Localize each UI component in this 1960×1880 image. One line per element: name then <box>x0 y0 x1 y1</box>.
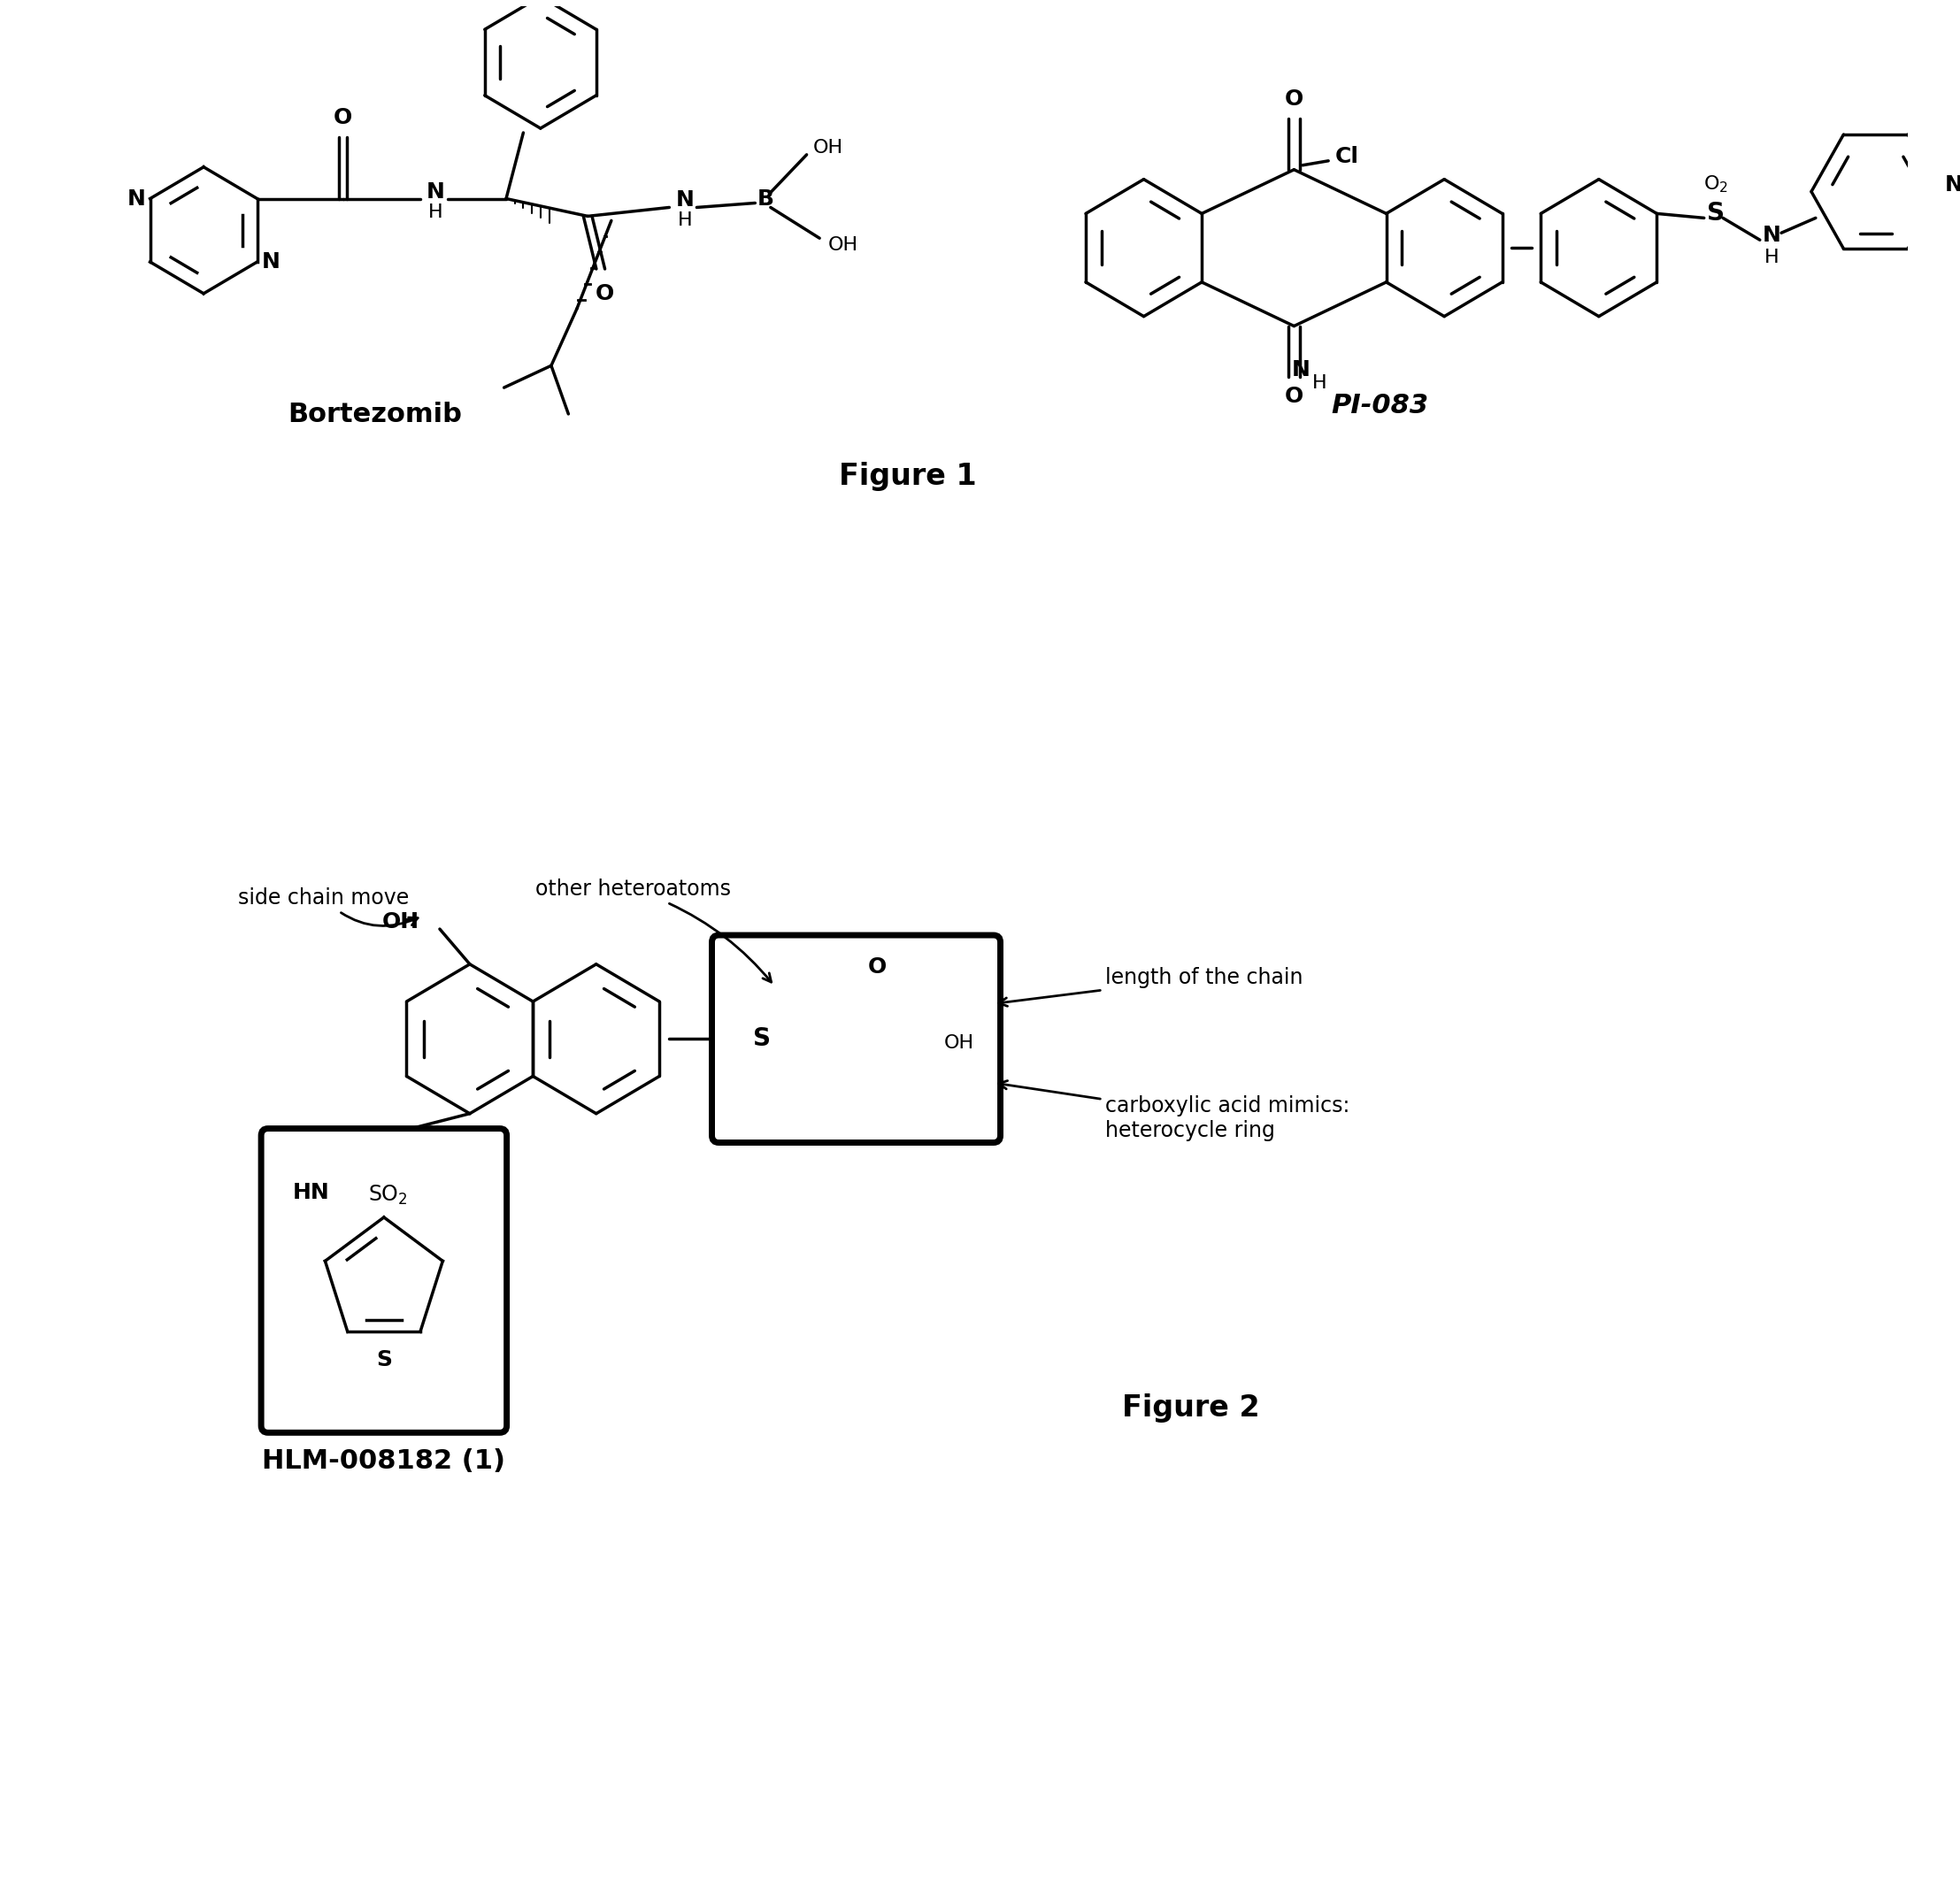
Text: H: H <box>1764 248 1780 267</box>
Text: B: B <box>757 188 774 209</box>
Text: H: H <box>678 212 692 229</box>
Text: side chain move: side chain move <box>237 887 417 925</box>
Text: SO$_2$: SO$_2$ <box>368 1184 408 1207</box>
Text: N: N <box>127 188 145 209</box>
Text: OH: OH <box>945 1034 974 1053</box>
Text: OH: OH <box>382 912 419 932</box>
Text: N: N <box>1944 175 1960 196</box>
Text: Figure 2: Figure 2 <box>1123 1393 1260 1423</box>
Text: O: O <box>1284 88 1303 109</box>
Text: O: O <box>1284 385 1303 406</box>
Text: length of the chain: length of the chain <box>1000 966 1303 1006</box>
FancyBboxPatch shape <box>261 1128 508 1433</box>
Text: HN: HN <box>292 1183 329 1203</box>
Text: HLM-008182 (1): HLM-008182 (1) <box>263 1448 506 1474</box>
Text: OH: OH <box>813 139 843 156</box>
Text: S: S <box>376 1350 392 1371</box>
Text: carboxylic acid mimics:
heterocycle ring: carboxylic acid mimics: heterocycle ring <box>1000 1081 1350 1141</box>
Text: N: N <box>427 180 445 203</box>
Text: OH: OH <box>829 237 858 254</box>
Text: Bortezomib: Bortezomib <box>288 402 463 427</box>
Text: S: S <box>1707 201 1725 226</box>
Text: PI-083: PI-083 <box>1331 393 1429 419</box>
Text: N: N <box>1762 226 1782 246</box>
Text: O: O <box>868 957 888 978</box>
Text: O: O <box>596 282 613 305</box>
Text: H: H <box>429 203 443 222</box>
Text: N: N <box>1292 359 1309 380</box>
Text: S: S <box>753 1026 770 1051</box>
Text: other heteroatoms: other heteroatoms <box>535 878 772 981</box>
Text: N: N <box>261 252 280 273</box>
Text: O: O <box>333 107 353 128</box>
Text: O$_2$: O$_2$ <box>1703 175 1729 196</box>
Text: N: N <box>676 190 694 211</box>
FancyBboxPatch shape <box>711 934 1000 1143</box>
Text: Cl: Cl <box>1335 147 1358 167</box>
Text: H: H <box>1313 374 1327 393</box>
Text: Figure 1: Figure 1 <box>839 462 976 491</box>
